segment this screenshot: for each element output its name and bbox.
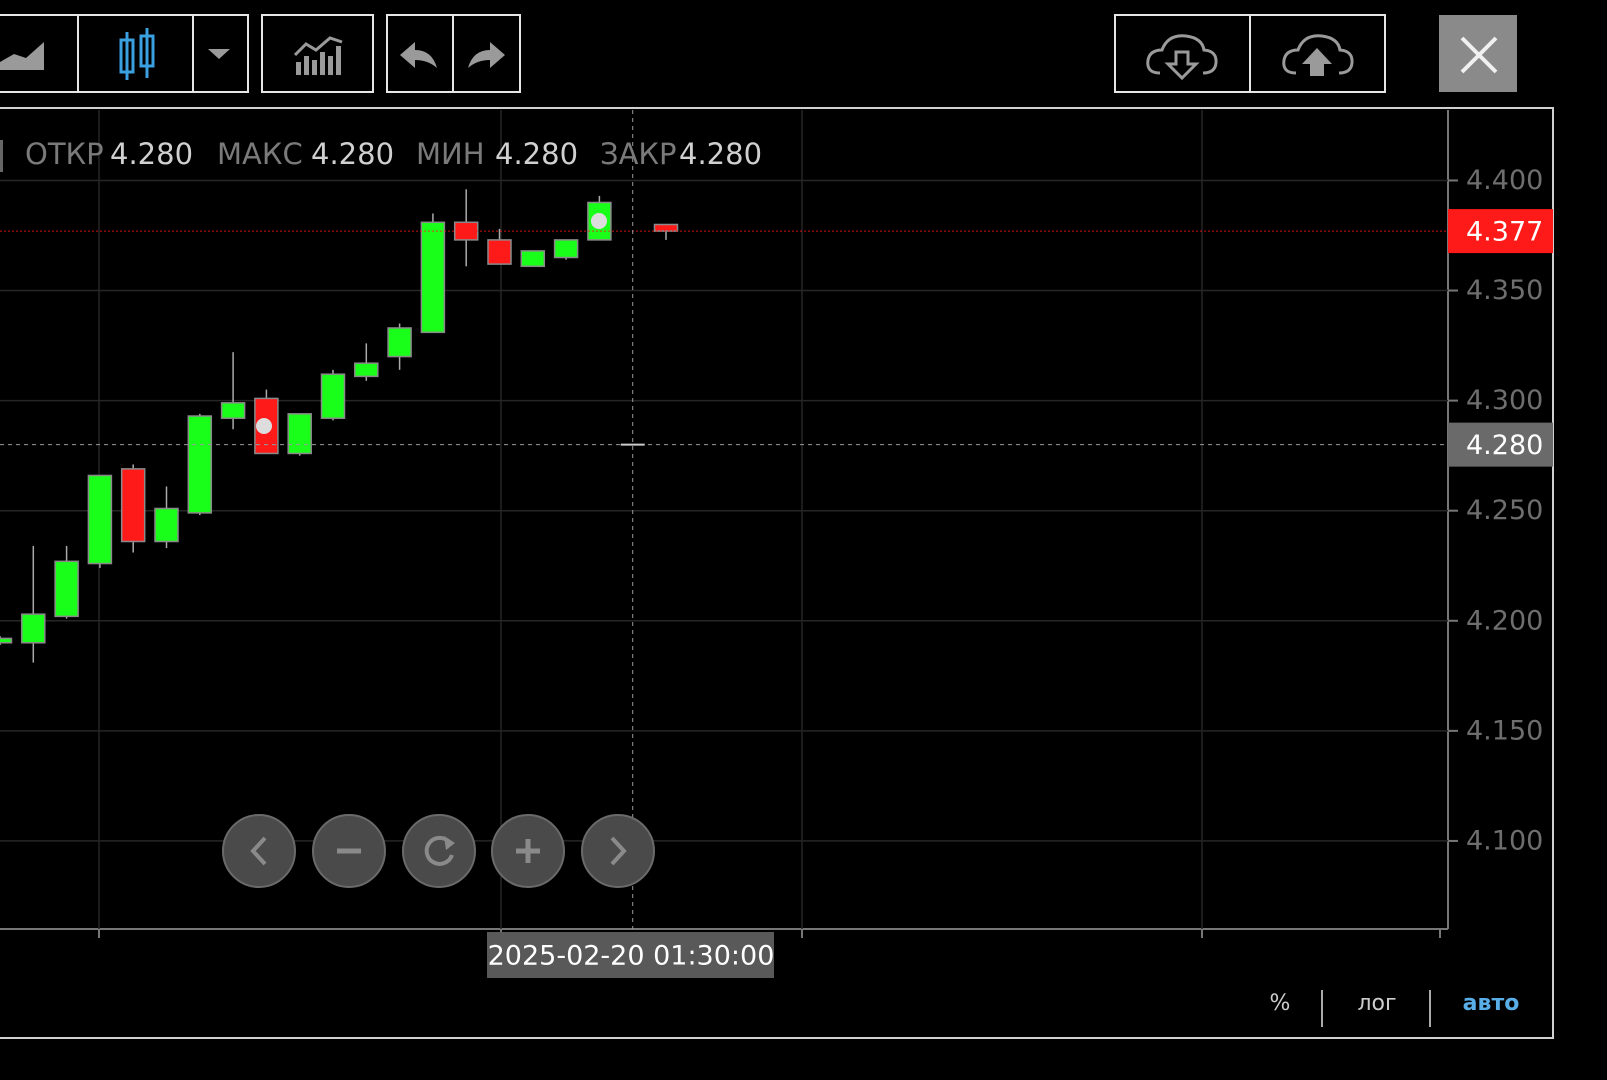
auto-button[interactable]: авто (1463, 991, 1520, 1016)
candle-body (453, 221, 479, 241)
candle-body (653, 223, 679, 232)
reset-button[interactable] (402, 814, 476, 888)
candle-body (220, 402, 246, 419)
redo-button[interactable] (452, 14, 521, 93)
navigation (222, 814, 655, 888)
legend-label: ОТКР (25, 137, 104, 171)
candle-body (320, 373, 346, 419)
candle-body (487, 239, 512, 265)
overlay: 4.377 4.280 2025-02-20 01:30:00 (0, 110, 1553, 978)
legend-value: 4.280 (679, 137, 762, 171)
candle-body (187, 415, 213, 514)
candle-body (354, 362, 379, 378)
last-price-label: 4.377 (1466, 217, 1543, 248)
indicators-button[interactable] (261, 14, 374, 93)
candle-body (287, 413, 312, 455)
legend-label: МАКС (217, 137, 303, 171)
close-button[interactable] (1439, 15, 1517, 92)
chart-type-dropdown[interactable] (192, 14, 249, 93)
zoom-in-button[interactable] (491, 814, 565, 888)
candles (0, 189, 679, 663)
candle-body (120, 468, 146, 543)
y-tick-label: 4.300 (1466, 385, 1543, 416)
candle-body (387, 327, 412, 358)
ohlc-legend: ОТКР 4.280 МАКС 4.280 МИН 4.280 ЗАКР 4.280 (25, 137, 762, 171)
candle-body (87, 474, 113, 565)
scroll-right-button[interactable] (581, 814, 655, 888)
legend-label: ЗАКР (600, 137, 677, 171)
scroll-left-button[interactable] (222, 814, 296, 888)
chart-frame (0, 107, 1554, 1039)
y-tick-label: 4.400 (1466, 165, 1543, 196)
upload-button[interactable] (1249, 14, 1386, 93)
log-button[interactable]: лог (1357, 991, 1396, 1016)
y-tick-label: 4.250 (1466, 495, 1543, 526)
candle-body (21, 613, 46, 644)
candle-body (520, 250, 546, 268)
legend-value: 4.280 (495, 137, 578, 171)
legend-value: 4.280 (311, 137, 394, 171)
y-tick-label: 4.100 (1466, 825, 1543, 856)
y-tick-label: 4.150 (1466, 715, 1543, 746)
legend-label: МИН (416, 137, 485, 171)
candle-body (0, 637, 13, 644)
candle-body (54, 560, 79, 618)
crosshair-price-tag (1448, 422, 1553, 467)
candle-body (553, 239, 579, 259)
zoom-out-button[interactable] (312, 814, 386, 888)
percent-button[interactable]: % (1270, 991, 1291, 1016)
y-tick-label: 4.350 (1466, 275, 1543, 306)
crosshair-time-tag (487, 932, 774, 978)
y-tick-label: 4.200 (1466, 605, 1543, 636)
crosshair-price-label: 4.280 (1466, 430, 1543, 461)
candle-body (154, 507, 179, 543)
crosshair-time-label: 2025-02-20 01:30:00 (488, 941, 775, 972)
event-marker[interactable] (256, 418, 272, 434)
event-marker[interactable] (591, 213, 607, 229)
candle-body (420, 221, 446, 334)
legend-value: 4.280 (110, 137, 193, 171)
legend-bar (0, 140, 3, 172)
toolbar (0, 14, 1517, 93)
last-price-tag (1448, 209, 1553, 254)
